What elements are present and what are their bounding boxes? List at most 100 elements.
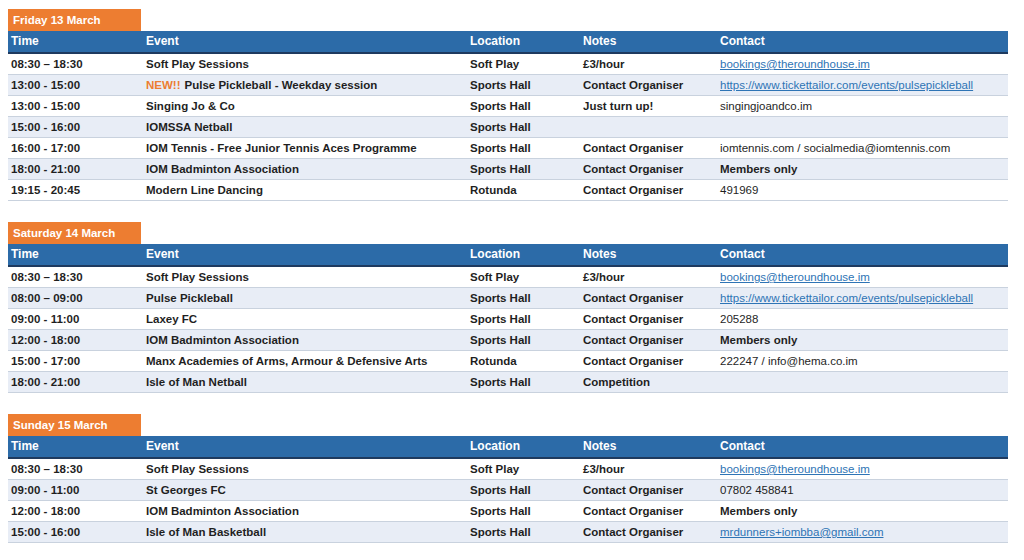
column-header-contact: Contact [717, 436, 1008, 457]
contact-link[interactable]: https://www.tickettailor.com/events/puls… [720, 79, 973, 91]
event-label: Modern Line Dancing [146, 184, 263, 196]
table-row: 08:30 – 18:30 Soft Play Sessions Soft Pl… [8, 267, 1008, 288]
time-cell: 12:00 - 18:00 [8, 330, 143, 350]
location-cell: Sports Hall [467, 309, 580, 329]
notes-cell: Contact Organiser [580, 309, 717, 329]
column-header-location: Location [467, 31, 580, 52]
location-cell: Sports Hall [467, 372, 580, 392]
contact-link[interactable]: https://www.tickettailor.com/events/puls… [720, 292, 973, 304]
location-cell: Soft Play [467, 54, 580, 74]
schedule-document: Friday 13 March TimeEventLocationNotesCo… [8, 9, 1008, 543]
table-row: 18:00 - 21:00 Isle of Man Netball Sports… [8, 372, 1008, 393]
column-header-time: Time [8, 244, 143, 265]
time-cell: 08:30 – 18:30 [8, 54, 143, 74]
contact-cell: Members only [717, 501, 1008, 521]
event-cell: Soft Play Sessions [143, 459, 467, 479]
table-row: 16:00 - 17:00 IOM Tennis - Free Junior T… [8, 138, 1008, 159]
time-cell: 19:15 - 20:45 [8, 180, 143, 200]
notes-cell: Contact Organiser [580, 501, 717, 521]
location-cell: Sports Hall [467, 330, 580, 350]
event-label: IOMSSA Netball [146, 121, 232, 133]
day-tab: Friday 13 March [8, 9, 141, 31]
table-header-row: TimeEventLocationNotesContact [8, 31, 1008, 54]
contact-text: Members only [720, 505, 797, 517]
location-cell: Rotunda [467, 180, 580, 200]
location-cell: Sports Hall [467, 501, 580, 521]
day-section: Friday 13 March TimeEventLocationNotesCo… [8, 9, 1008, 201]
column-header-time: Time [8, 31, 143, 52]
location-cell: Soft Play [467, 267, 580, 287]
contact-cell: 07802 458841 [717, 480, 1008, 500]
location-cell: Sports Hall [467, 480, 580, 500]
event-cell: Soft Play Sessions [143, 54, 467, 74]
event-label: St Georges FC [146, 484, 226, 496]
table-row: 12:00 - 18:00 IOM Badminton Association … [8, 501, 1008, 522]
location-cell: Sports Hall [467, 159, 580, 179]
contact-cell: bookings@theroundhouse.im [717, 54, 1008, 74]
contact-text: 222247 / info@hema.co.im [720, 355, 858, 367]
table-row: 15:00 - 17:00 Manx Academies of Arms, Ar… [8, 351, 1008, 372]
contact-cell: Members only [717, 330, 1008, 350]
notes-cell: Contact Organiser [580, 480, 717, 500]
column-header-event: Event [143, 31, 467, 52]
table-row: 15:00 - 16:00 Isle of Man Basketball Spo… [8, 522, 1008, 543]
contact-cell: iomtennis.com / socialmedia@iomtennis.co… [717, 138, 1008, 158]
time-cell: 08:30 – 18:30 [8, 459, 143, 479]
event-cell: Singing Jo & Co [143, 96, 467, 116]
notes-cell: Contact Organiser [580, 138, 717, 158]
event-label: Pulse Pickleball - Weekday session [185, 79, 378, 91]
day-tab: Saturday 14 March [8, 222, 141, 244]
contact-text: Members only [720, 334, 797, 346]
event-label: IOM Tennis - Free Junior Tennis Aces Pro… [146, 142, 417, 154]
notes-cell: Just turn up! [580, 96, 717, 116]
event-cell: NEW!!Pulse Pickleball - Weekday session [143, 75, 467, 95]
event-label: Pulse Pickleball [146, 292, 233, 304]
table-row: 09:00 - 11:00 St Georges FC Sports Hall … [8, 480, 1008, 501]
contact-text: iomtennis.com / socialmedia@iomtennis.co… [720, 142, 950, 154]
notes-cell: Contact Organiser [580, 330, 717, 350]
contact-link[interactable]: bookings@theroundhouse.im [720, 58, 870, 70]
contact-cell: https://www.tickettailor.com/events/puls… [717, 75, 1008, 95]
section-rows: 08:30 – 18:30 Soft Play Sessions Soft Pl… [8, 54, 1008, 201]
column-header-notes: Notes [580, 436, 717, 457]
event-cell: Pulse Pickleball [143, 288, 467, 308]
contact-cell [717, 372, 1008, 392]
day-tab: Sunday 15 March [8, 414, 141, 436]
event-label: Soft Play Sessions [146, 58, 249, 70]
event-label: Singing Jo & Co [146, 100, 235, 112]
event-cell: IOM Tennis - Free Junior Tennis Aces Pro… [143, 138, 467, 158]
table-row: 13:00 - 15:00 NEW!!Pulse Pickleball - We… [8, 75, 1008, 96]
column-header-event: Event [143, 244, 467, 265]
contact-cell: 222247 / info@hema.co.im [717, 351, 1008, 371]
event-cell: Manx Academies of Arms, Armour & Defensi… [143, 351, 467, 371]
day-label: Sunday 15 March [13, 419, 108, 431]
contact-link[interactable]: bookings@theroundhouse.im [720, 271, 870, 283]
event-label: Manx Academies of Arms, Armour & Defensi… [146, 355, 427, 367]
contact-text: 491969 [720, 184, 758, 196]
table-row: 18:00 - 21:00 IOM Badminton Association … [8, 159, 1008, 180]
location-cell: Sports Hall [467, 522, 580, 542]
column-header-location: Location [467, 436, 580, 457]
time-cell: 16:00 - 17:00 [8, 138, 143, 158]
contact-text: Members only [720, 163, 797, 175]
table-header-row: TimeEventLocationNotesContact [8, 436, 1008, 459]
event-label: Isle of Man Netball [146, 376, 247, 388]
table-row: 08:30 – 18:30 Soft Play Sessions Soft Pl… [8, 459, 1008, 480]
contact-text: 07802 458841 [720, 484, 794, 496]
notes-cell: Contact Organiser [580, 159, 717, 179]
column-header-notes: Notes [580, 31, 717, 52]
contact-link[interactable]: mrdunners+iombba@gmail.com [720, 526, 883, 538]
event-cell: Modern Line Dancing [143, 180, 467, 200]
location-cell: Soft Play [467, 459, 580, 479]
column-header-notes: Notes [580, 244, 717, 265]
event-label: Isle of Man Basketball [146, 526, 266, 538]
event-label: IOM Badminton Association [146, 334, 299, 346]
location-cell: Rotunda [467, 351, 580, 371]
weekly-schedule-page: Friday 13 March TimeEventLocationNotesCo… [0, 0, 1024, 560]
table-row: 15:00 - 16:00 IOMSSA Netball Sports Hall [8, 117, 1008, 138]
time-cell: 15:00 - 17:00 [8, 351, 143, 371]
time-cell: 18:00 - 21:00 [8, 372, 143, 392]
column-header-time: Time [8, 436, 143, 457]
contact-link[interactable]: bookings@theroundhouse.im [720, 463, 870, 475]
column-header-contact: Contact [717, 31, 1008, 52]
